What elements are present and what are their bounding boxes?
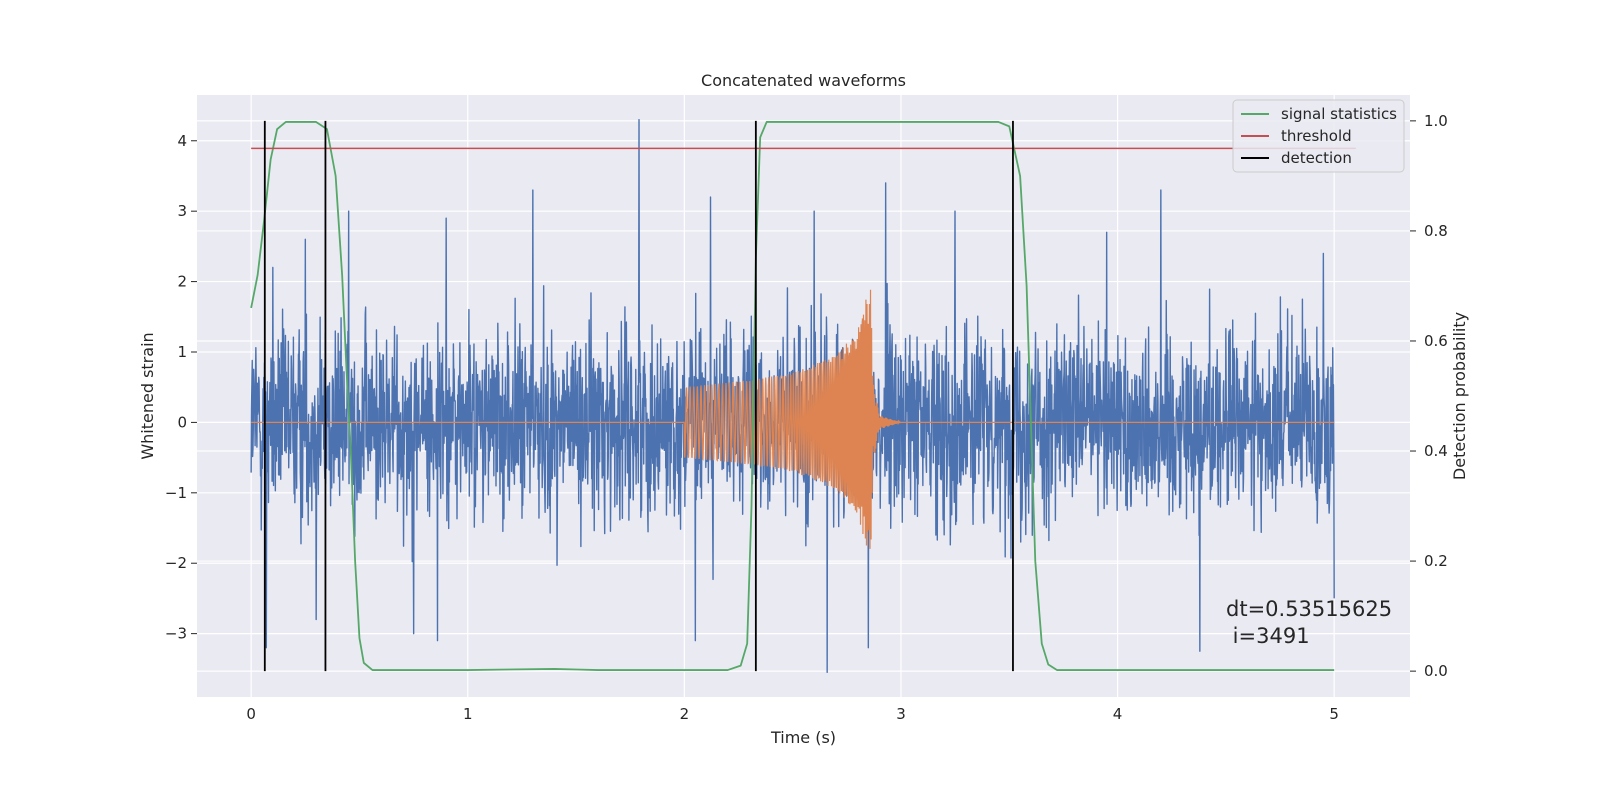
legend-label-detection: detection bbox=[1281, 149, 1352, 167]
series-injected-waveform bbox=[251, 289, 1335, 549]
y-tick-label: 2 bbox=[177, 273, 187, 291]
legend-label-signal-statistics: signal statistics bbox=[1281, 105, 1397, 123]
x-tick-label: 2 bbox=[680, 705, 690, 723]
x-tick-label: 1 bbox=[463, 705, 473, 723]
legend-label-threshold: threshold bbox=[1281, 127, 1352, 145]
y-tick-label: −3 bbox=[165, 625, 187, 643]
y2-tick-label: 1.0 bbox=[1424, 112, 1448, 130]
y2-tick-label: 0.0 bbox=[1424, 662, 1448, 680]
y-tick-label: 1 bbox=[177, 343, 187, 361]
y-tick-label: 0 bbox=[177, 413, 187, 431]
y2-tick-label: 0.2 bbox=[1424, 552, 1448, 570]
annotation-dt: dt=0.53515625 bbox=[1226, 597, 1392, 621]
y2-axis-label: Detection probability bbox=[1450, 312, 1469, 480]
data-layer bbox=[250, 118, 1356, 674]
y-axis-label: Whitened strain bbox=[138, 332, 157, 459]
axes: 0 1 2 3 4 5 −3 −2 −1 0 1 2 3 4 0.0 0.2 0.4 0.6 0.8 1.0 bbox=[165, 112, 1448, 723]
x-tick-label: 3 bbox=[896, 705, 906, 723]
legend-box bbox=[1232, 99, 1405, 173]
annotation-index: i=3491 bbox=[1226, 624, 1310, 648]
legend: signal statistics threshold detection bbox=[1232, 99, 1405, 173]
y2-tick-label: 0.4 bbox=[1424, 442, 1448, 460]
x-tick-label: 0 bbox=[246, 705, 256, 723]
x-tick-label: 4 bbox=[1113, 705, 1123, 723]
series-signal-statistics bbox=[250, 121, 1335, 671]
x-axis-label: Time (s) bbox=[770, 728, 836, 747]
x-tick-label: 5 bbox=[1329, 705, 1339, 723]
y2-tick-label: 0.6 bbox=[1424, 332, 1448, 350]
y-tick-label: −2 bbox=[165, 554, 187, 572]
y-tick-label: 4 bbox=[177, 132, 187, 150]
y-tick-label: −1 bbox=[165, 484, 187, 502]
chart-title: Concatenated waveforms bbox=[701, 71, 906, 90]
y2-tick-label: 0.8 bbox=[1424, 222, 1448, 240]
y-tick-label: 3 bbox=[177, 202, 187, 220]
